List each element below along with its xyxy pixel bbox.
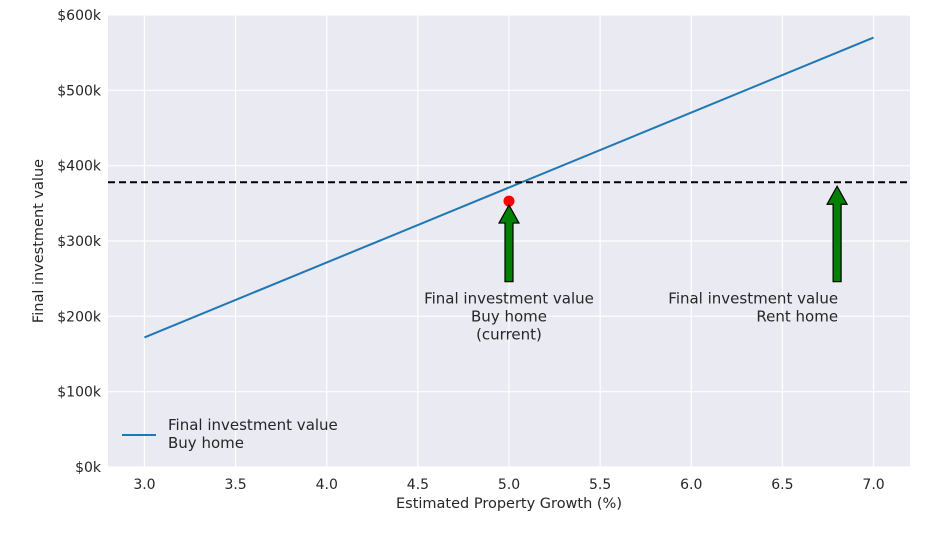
y-tick-label: $600k xyxy=(57,8,102,24)
y-tick-label: $300k xyxy=(57,234,102,250)
x-axis-ticks: 3.0 3.5 4.0 4.5 5.0 5.5 6.0 6.5 7.0 xyxy=(133,477,884,493)
annotation-text-line: (current) xyxy=(476,326,542,344)
series-line-buy-home xyxy=(144,36,874,339)
x-tick-label: 7.0 xyxy=(862,477,884,493)
x-tick-label: 3.0 xyxy=(133,477,155,493)
annotation-text-line: Final investment value xyxy=(668,290,838,308)
series-layer xyxy=(144,36,874,339)
x-tick-label: 4.5 xyxy=(407,477,429,493)
current-point-marker xyxy=(503,195,515,207)
x-tick-label: 3.5 xyxy=(224,477,246,493)
x-tick-label: 5.0 xyxy=(498,477,520,493)
y-tick-label: $400k xyxy=(57,159,102,175)
y-tick-label: $200k xyxy=(57,309,102,325)
annotation-arrow-1 xyxy=(497,203,521,283)
grid-lines xyxy=(108,14,910,468)
y-tick-label: $0k xyxy=(75,460,102,476)
y-axis-title: Final investment value xyxy=(31,159,47,323)
annotation-text-line: Final investment value xyxy=(424,290,594,308)
reference-line-layer xyxy=(108,181,910,207)
x-tick-label: 5.5 xyxy=(589,477,611,493)
x-tick-label: 6.0 xyxy=(680,477,702,493)
x-tick-label: 6.5 xyxy=(771,477,793,493)
x-tick-label: 4.0 xyxy=(316,477,338,493)
annotation-text-line: Rent home xyxy=(756,308,838,326)
annotation-text-line: Buy home xyxy=(471,308,547,326)
annotation-arrow-2 xyxy=(826,185,849,283)
legend-label-line: Buy home xyxy=(168,434,244,452)
y-axis-ticks: $0k $100k $200k $300k $400k $500k $600k xyxy=(57,8,102,476)
legend-label-line: Final investment value xyxy=(168,416,338,434)
y-tick-label: $100k xyxy=(57,385,102,401)
y-tick-label: $500k xyxy=(57,83,102,99)
x-axis-title: Estimated Property Growth (%) xyxy=(396,496,622,512)
